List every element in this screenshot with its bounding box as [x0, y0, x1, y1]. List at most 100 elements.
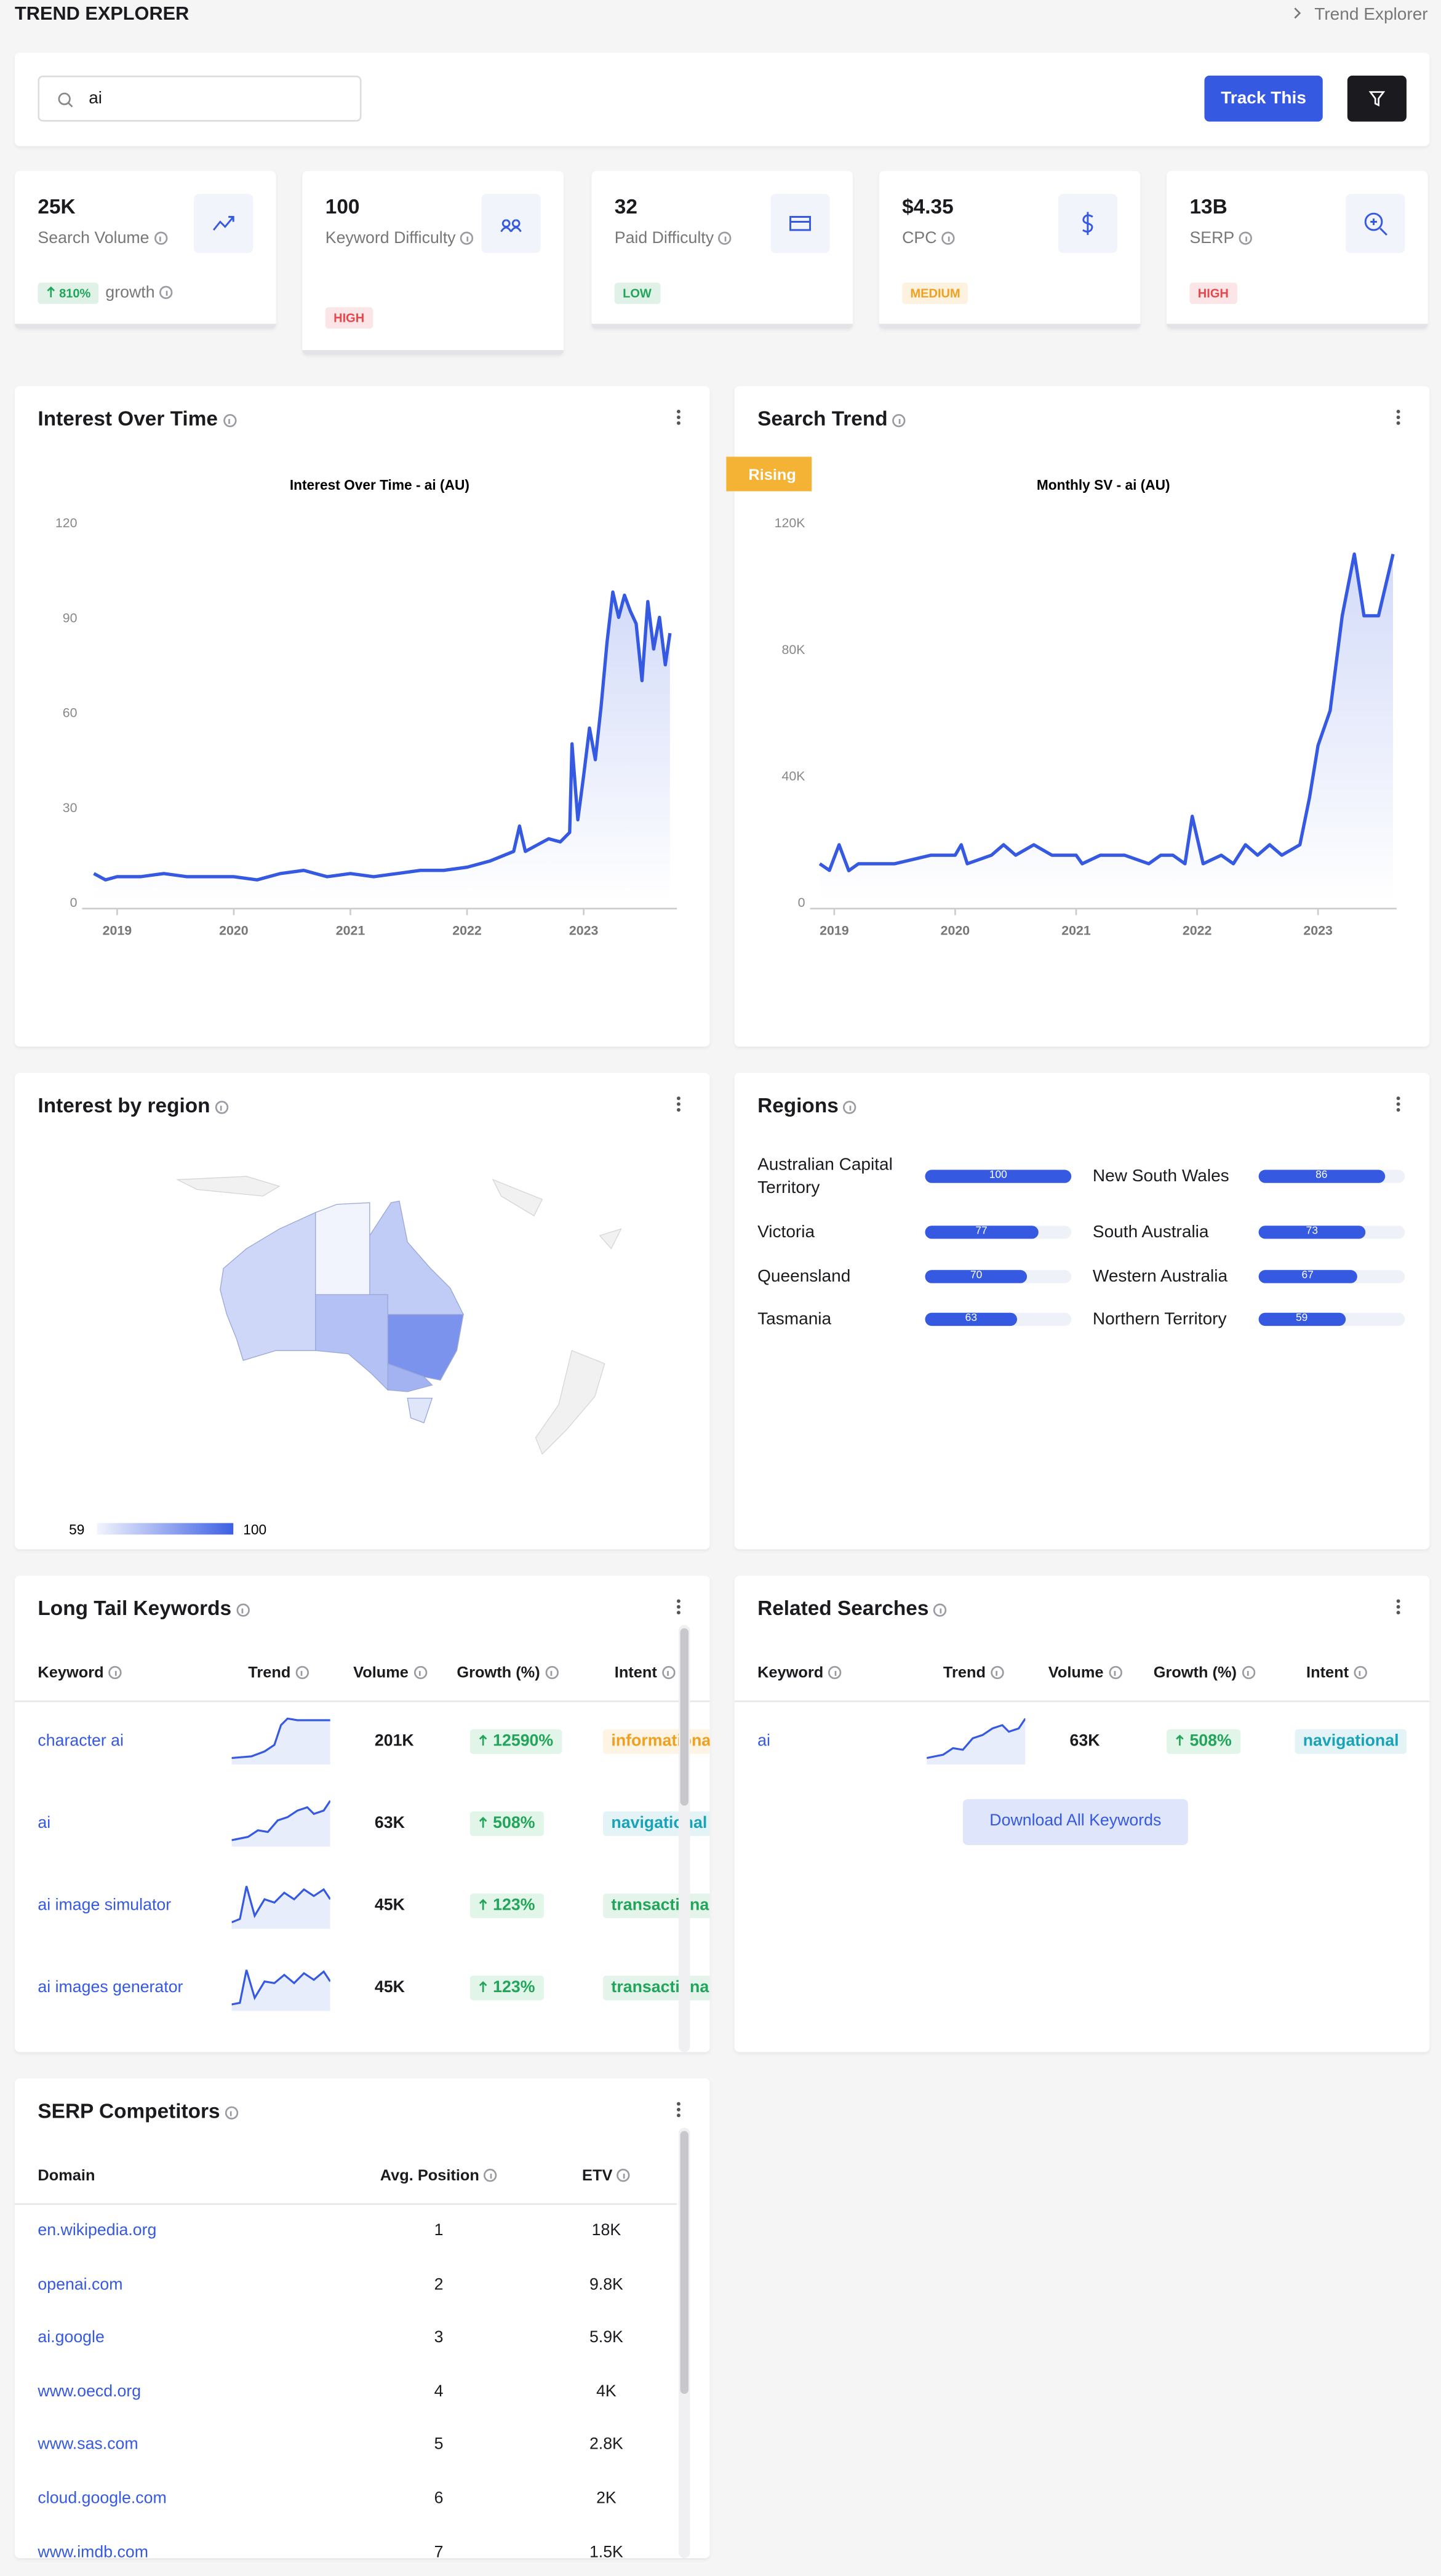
badge-text: HIGH [1197, 285, 1229, 301]
icon [1082, 212, 1093, 235]
intent-badge: transactional [603, 1976, 710, 2001]
dot [676, 2102, 681, 2106]
region-value: 70 [970, 1270, 983, 1282]
menu-icon[interactable] [1395, 1598, 1402, 1615]
search-input[interactable]: ai [38, 75, 362, 122]
domain-link[interactable]: www.sas.com [38, 2436, 138, 2455]
growth-text: 508% [493, 1814, 535, 1833]
track-button[interactable]: Track This [1204, 75, 1323, 122]
region-value: 86 [1315, 1170, 1328, 1182]
info-icon [1354, 1665, 1367, 1680]
filter-button[interactable] [1347, 75, 1407, 122]
metric-value: 32 [614, 195, 637, 219]
column-header: Intent [615, 1664, 676, 1683]
dot [676, 2107, 681, 2111]
metric-icon [481, 194, 541, 253]
dot [676, 2113, 681, 2118]
column-header: Avg. Position [380, 2167, 498, 2185]
trend-sparkline [231, 1717, 330, 1765]
region-track: 59 [1258, 1312, 1405, 1326]
metric-icon [770, 194, 830, 253]
info-icon [236, 1603, 250, 1617]
scroll-thumb [680, 2131, 689, 2394]
info-icon [828, 1665, 842, 1680]
dot [1396, 415, 1400, 420]
metric-card: 100 Keyword Difficulty HIGH [302, 170, 564, 355]
growth-badge: 508% [1167, 1729, 1240, 1754]
region-value: 100 [989, 1170, 1007, 1182]
scrollbar[interactable] [678, 1625, 690, 2052]
download-button[interactable]: Download All Keywords [962, 1799, 1188, 1845]
keyword-link[interactable]: ai [38, 1814, 51, 1833]
domain-link[interactable]: www.oecd.org [38, 2383, 142, 2401]
info-icon [1108, 1665, 1122, 1680]
menu-icon[interactable] [1395, 409, 1402, 426]
sparkline-area [927, 1718, 1026, 1765]
metric-label-text: SERP [1189, 229, 1235, 249]
domain-link[interactable]: openai.com [38, 2275, 123, 2294]
keyword-link[interactable]: character ai [38, 1733, 124, 1751]
page-title: TREND EXPLORER [15, 5, 190, 25]
dot [1396, 1599, 1400, 1603]
arrow [479, 1817, 487, 1828]
sparkline [231, 1969, 330, 2006]
metric-card: $4.35 CPC MEDIUM [879, 170, 1141, 329]
card-title: SERP Competitors [38, 2100, 238, 2123]
region-track: 100 [925, 1170, 1072, 1183]
column-header-text: Growth (%) [1153, 1664, 1237, 1683]
domain-link[interactable]: cloud.google.com [38, 2490, 167, 2508]
growth-badge: 123% [469, 1976, 543, 2001]
growth-badge: 123% [469, 1893, 543, 1918]
divider [15, 1700, 710, 1702]
metric-label: Paid Difficulty [615, 228, 771, 250]
domain-link[interactable]: ai.google [38, 2329, 105, 2348]
icon [500, 219, 522, 233]
menu-icon[interactable] [676, 1598, 682, 1615]
column-header: Volume [353, 1664, 427, 1683]
serp-cell: 6 [434, 2490, 444, 2508]
info-icon [484, 2169, 498, 2182]
column-header-text: Keyword [757, 1664, 824, 1683]
sparkline [927, 1718, 1026, 1760]
info-icon [225, 2106, 238, 2119]
sparkline-area [231, 1800, 330, 1847]
scrollbar[interactable] [678, 2127, 690, 2558]
metric-icon [1346, 194, 1405, 253]
column-header-text: ETV [582, 2167, 613, 2185]
card-title: Interest by region [38, 1095, 228, 1117]
info-icon [661, 1665, 676, 1680]
divider [15, 2203, 677, 2205]
column-header-text: Domain [38, 2167, 95, 2185]
menu-icon[interactable] [1395, 1096, 1402, 1112]
region-track: 67 [1258, 1270, 1405, 1283]
keyword-link[interactable]: ai images generator [38, 1979, 183, 1997]
domain-link[interactable]: www.imdb.com [38, 2543, 149, 2558]
info-icon [843, 1101, 857, 1114]
region-track: 86 [1258, 1170, 1405, 1183]
menu-icon[interactable] [676, 1096, 682, 1112]
domain-link[interactable]: en.wikipedia.org [38, 2222, 157, 2241]
sparkline-area [231, 1969, 330, 2011]
breadcrumb[interactable]: Trend Explorer [1291, 5, 1428, 25]
growth-badge: 508% [469, 1811, 543, 1836]
column-header-text: Growth (%) [457, 1664, 540, 1683]
region-value: 77 [975, 1226, 988, 1237]
serp-cell: 4 [434, 2383, 444, 2401]
dot [676, 421, 681, 425]
badge: HIGH [1189, 282, 1237, 305]
keyword-link[interactable]: ai [757, 1733, 770, 1751]
keyword-link[interactable]: ai image simulator [38, 1897, 172, 1915]
region-bar: 70 [925, 1270, 1028, 1283]
serp-card: SERP Competitors Domain Avg. Position ETV en… [15, 2078, 710, 2558]
info-icon [159, 285, 173, 300]
card-title: Interest Over Time [38, 407, 236, 431]
menu-icon[interactable] [676, 409, 682, 426]
column-header: Keyword [757, 1664, 842, 1683]
menu-icon[interactable] [676, 2102, 682, 2118]
search-card: ai Track This [15, 52, 1430, 146]
dot [676, 1107, 681, 1112]
card-title-text: SERP Competitors [38, 2099, 220, 2123]
serp-cell: 2K [596, 2490, 617, 2508]
region-bar: 100 [925, 1170, 1072, 1183]
